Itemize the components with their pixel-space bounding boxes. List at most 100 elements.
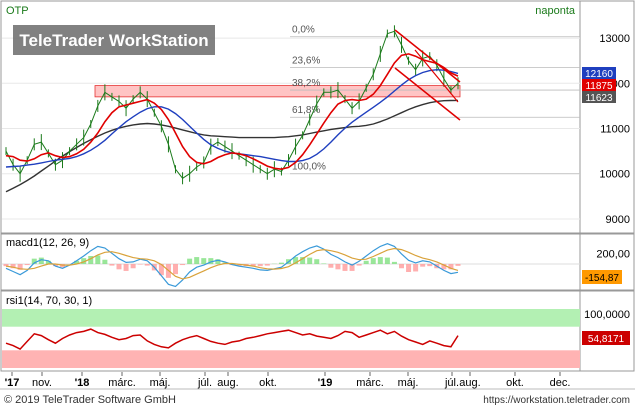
macd-title: macd1(12, 26, 9) — [6, 237, 89, 249]
fibonacci-levels: 0,0% 23,6% 38,2% 61,8% 100,0% — [290, 25, 580, 175]
time-tick-label: júl. — [444, 377, 459, 389]
macd-histogram-bar — [180, 264, 186, 266]
macd-histogram-bar — [335, 264, 341, 270]
macd-histogram-bar — [52, 264, 58, 267]
time-tick-label: okt. — [506, 377, 524, 389]
symbol-label: OTP — [6, 5, 29, 17]
macd-histogram-bar — [123, 264, 129, 271]
series-rsi — [5, 328, 459, 351]
price-y-tick: 10000 — [599, 169, 630, 181]
macd-histogram-bar — [102, 259, 108, 264]
value-tag-label: 11623 — [585, 93, 613, 104]
macd-histogram-bar — [116, 264, 122, 270]
macd-histogram-bar — [10, 264, 16, 269]
price-y-tick: 9000 — [606, 214, 630, 226]
price-panel: 0,0% 23,6% 38,2% 61,8% 100,0% — [5, 25, 580, 193]
macd-value-label: -154,87 — [585, 273, 619, 284]
trendline-upper — [394, 29, 461, 83]
macd-histogram-bar — [194, 257, 200, 264]
trendline-inner — [414, 49, 459, 103]
time-tick-label: '17 — [5, 377, 20, 389]
macd-histogram-bar — [236, 264, 242, 266]
macd-histogram-bar — [17, 264, 23, 270]
macd-histogram-bar — [314, 259, 320, 264]
macd-histogram-bar — [3, 264, 9, 267]
time-tick-label: máj. — [398, 377, 419, 389]
value-tag-label: 11875 — [585, 81, 613, 92]
macd-histogram-bar — [278, 262, 284, 264]
macd-histogram-bar — [173, 264, 178, 275]
fib-label: 0,0% — [292, 25, 315, 36]
macd-histogram-bar — [109, 264, 115, 266]
rsi-panel: 100,0000 54,8171 — [2, 309, 630, 368]
footer-copyright: © 2019 TeleTrader Software GmbH — [4, 394, 176, 406]
macd-histogram-bar — [300, 257, 306, 264]
fib-label: 23,6% — [292, 55, 320, 66]
period-label: naponta — [535, 5, 576, 17]
watermark-badge — [13, 25, 215, 55]
macd-histogram-bar — [370, 258, 376, 264]
macd-histogram-bar — [356, 264, 362, 266]
time-tick-label: márc. — [108, 377, 136, 389]
fib-label: 61,8% — [292, 105, 320, 116]
time-axis: '17 nov. '18 márc. máj. júl. aug. okt. '19 márc. m… — [5, 372, 571, 389]
trend-channel — [394, 29, 461, 121]
macd-histogram-bar — [420, 264, 426, 267]
macd-value-tag — [582, 270, 622, 284]
price-y-tick: 13000 — [599, 33, 630, 45]
rsi-title: rsi1(14, 70, 30, 1) — [6, 295, 92, 307]
series-macd — [5, 243, 459, 288]
macd-histogram-bar — [293, 257, 299, 264]
macd-histogram-bar — [187, 258, 193, 264]
macd-histogram-bar — [31, 258, 37, 264]
macd-panel: 200,00 -154,87 — [2, 243, 630, 288]
watermark-text: TeleTrader WorkStation — [19, 31, 208, 50]
macd-histogram-bar — [448, 264, 454, 270]
footer-url[interactable]: https://workstation.teletrader.com — [483, 395, 630, 406]
rsi-y-tick: 100,0000 — [584, 309, 630, 321]
rsi-oversold-band — [2, 350, 580, 368]
macd-histogram-bar — [264, 264, 270, 266]
value-tag-sma_slow — [582, 91, 616, 103]
series-sma_fast — [5, 53, 459, 171]
value-tag-label: 12160 — [585, 69, 613, 80]
time-tick-label: júl. — [197, 377, 212, 389]
time-tick-label: aug. — [217, 377, 238, 389]
macd-histogram-bar — [321, 263, 327, 264]
watermark: TeleTrader WorkStation — [13, 25, 215, 55]
macd-y-tick: 200,00 — [596, 248, 630, 260]
time-tick-label: okt. — [259, 377, 277, 389]
macd-histogram-bar — [363, 260, 369, 264]
macd-histogram-bar — [307, 257, 313, 264]
price-y-tick: 11000 — [600, 124, 630, 136]
macd-histogram-bar — [377, 257, 383, 264]
macd-histogram-bar — [144, 264, 150, 266]
macd-histogram-bar — [137, 264, 143, 265]
resistance-zone — [94, 85, 461, 98]
macd-histogram-bar — [342, 264, 348, 271]
macd-histogram-bar — [406, 264, 412, 272]
series-sma_slow — [5, 99, 459, 193]
fib-label: 38,2% — [292, 78, 320, 89]
time-tick-label: márc. — [356, 377, 384, 389]
rsi-value-label: 54,8171 — [588, 334, 625, 345]
time-tick-label: máj. — [150, 377, 171, 389]
time-tick-label: aug. — [459, 377, 480, 389]
time-tick-label: '18 — [75, 377, 90, 389]
macd-histogram-bar — [45, 260, 51, 264]
macd-histogram-bar — [391, 261, 397, 264]
macd-histogram-bar — [413, 264, 419, 272]
trendline-lower — [394, 67, 461, 121]
macd-histogram-bar — [81, 258, 87, 264]
rsi-value-tag — [582, 331, 630, 345]
rsi-overbought-band — [2, 309, 580, 327]
time-tick-label: dec. — [550, 377, 571, 389]
series-signal — [5, 247, 459, 280]
macd-histogram-bar — [158, 264, 164, 276]
macd-histogram-bar — [328, 264, 334, 268]
macd-histogram-bar — [38, 257, 44, 264]
price-series — [5, 25, 459, 193]
macd-histogram-bar — [74, 260, 80, 264]
